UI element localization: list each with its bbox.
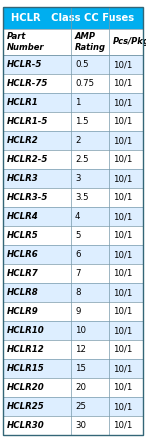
Bar [3,321,143,340]
Text: HCLR8: HCLR8 [7,288,39,297]
Text: AMP
Rating: AMP Rating [75,32,106,52]
Text: Part
Number: Part Number [7,32,45,52]
Text: 10/1: 10/1 [113,117,132,126]
Bar [3,245,143,264]
Bar [3,7,143,29]
Text: HCLR7: HCLR7 [7,269,39,278]
Bar [3,112,143,131]
Text: 10/1: 10/1 [113,212,132,221]
Bar [3,283,143,302]
Text: 6: 6 [75,250,80,259]
Text: 12: 12 [75,345,86,354]
Text: 10/1: 10/1 [113,250,132,259]
Text: 3.5: 3.5 [75,193,89,202]
Text: 10/1: 10/1 [113,79,132,88]
Bar [3,340,143,359]
Text: 1.5: 1.5 [75,117,89,126]
Text: 10/1: 10/1 [113,421,132,430]
Bar [3,169,143,188]
Text: HCLR25: HCLR25 [7,402,45,411]
Text: 10/1: 10/1 [113,345,132,354]
Bar [3,416,143,435]
Bar [3,207,143,226]
Text: 10/1: 10/1 [113,402,132,411]
Bar [3,29,143,55]
Bar [3,55,143,74]
Text: 10/1: 10/1 [113,231,132,240]
Text: HCLR-75: HCLR-75 [7,79,48,88]
Text: HCLR2: HCLR2 [7,136,39,145]
Text: HCLR3-5: HCLR3-5 [7,193,48,202]
Text: HCLR   Class CC Fuses: HCLR Class CC Fuses [11,13,135,23]
Text: HCLR1: HCLR1 [7,98,39,107]
Text: HCLR12: HCLR12 [7,345,45,354]
Text: 10/1: 10/1 [113,136,132,145]
Text: HCLR20: HCLR20 [7,383,45,392]
Text: HCLR15: HCLR15 [7,364,45,373]
Text: 25: 25 [75,402,86,411]
Text: 10: 10 [75,326,86,335]
Bar [3,397,143,416]
Bar [3,131,143,150]
Text: HCLR-5: HCLR-5 [7,60,42,69]
Text: 10/1: 10/1 [113,174,132,183]
Text: HCLR6: HCLR6 [7,250,39,259]
Text: 9: 9 [75,307,80,316]
Text: 10/1: 10/1 [113,155,132,164]
Text: 10/1: 10/1 [113,98,132,107]
Text: HCLR5: HCLR5 [7,231,39,240]
Text: 10/1: 10/1 [113,288,132,297]
Text: 8: 8 [75,288,80,297]
Text: 7: 7 [75,269,80,278]
Text: 15: 15 [75,364,86,373]
Text: 5: 5 [75,231,80,240]
Bar [3,302,143,321]
Text: 1: 1 [75,98,80,107]
Text: 3: 3 [75,174,80,183]
Text: 20: 20 [75,383,86,392]
Bar [3,74,143,93]
Bar [3,226,143,245]
Text: HCLR30: HCLR30 [7,421,45,430]
Text: 4: 4 [75,212,80,221]
Text: HCLR2-5: HCLR2-5 [7,155,48,164]
Text: 2.5: 2.5 [75,155,89,164]
Text: 0.5: 0.5 [75,60,89,69]
Bar [3,378,143,397]
Bar [3,359,143,378]
Text: 10/1: 10/1 [113,269,132,278]
Text: HCLR4: HCLR4 [7,212,39,221]
Text: HCLR9: HCLR9 [7,307,39,316]
Text: HCLR1-5: HCLR1-5 [7,117,48,126]
Text: 10/1: 10/1 [113,383,132,392]
Text: 10/1: 10/1 [113,193,132,202]
Text: HCLR3: HCLR3 [7,174,39,183]
Text: HCLR10: HCLR10 [7,326,45,335]
Text: 10/1: 10/1 [113,307,132,316]
Bar [3,150,143,169]
Text: Pcs/Pkg: Pcs/Pkg [113,38,146,46]
Text: 30: 30 [75,421,86,430]
Text: 2: 2 [75,136,80,145]
Bar [3,264,143,283]
Bar [3,188,143,207]
Text: 0.75: 0.75 [75,79,94,88]
Text: 10/1: 10/1 [113,60,132,69]
Bar [3,93,143,112]
Text: 10/1: 10/1 [113,364,132,373]
Text: 10/1: 10/1 [113,326,132,335]
